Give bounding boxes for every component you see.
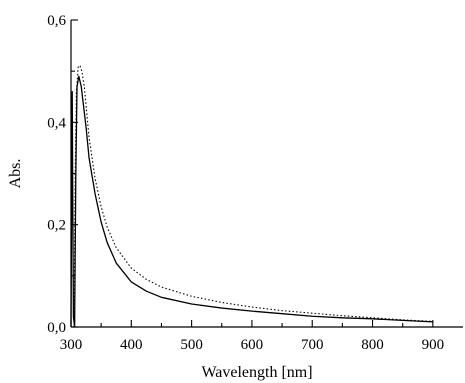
series-dotted-line <box>73 65 433 328</box>
series-solid-line <box>70 75 433 328</box>
y-tick-label: 0,0 <box>47 320 66 336</box>
x-tick-label: 500 <box>180 337 203 353</box>
y-tick-label: 0,4 <box>47 115 66 131</box>
x-tick-label: 800 <box>361 337 384 353</box>
y-axis-title: Abs. <box>7 159 24 189</box>
y-axis-ticks: 0,0 0,2 0,4 0,6 <box>47 13 78 336</box>
x-axis-title: Wavelength [nm] <box>201 364 312 381</box>
x-tick-label: 900 <box>422 337 445 353</box>
x-tick-label: 600 <box>241 337 264 353</box>
x-axis-ticks: 300 400 500 600 700 800 900 <box>60 320 444 353</box>
x-tick-label: 700 <box>301 337 324 353</box>
x-tick-label: 300 <box>60 337 83 353</box>
y-tick-label: 0,6 <box>47 13 66 29</box>
x-tick-label: 400 <box>120 337 143 353</box>
y-tick-label: 0,2 <box>47 218 66 234</box>
plot-lines <box>70 65 433 328</box>
